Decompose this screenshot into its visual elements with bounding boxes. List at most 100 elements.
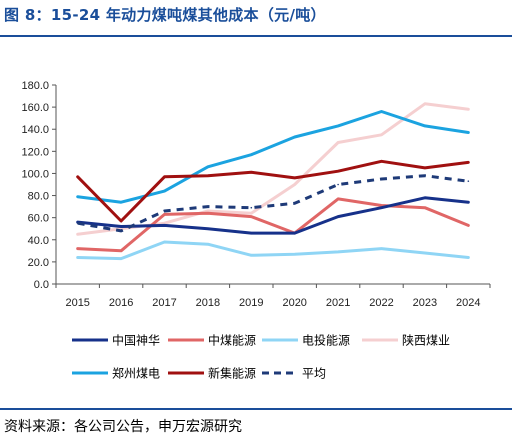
series-line-1	[76, 197, 470, 253]
data-point	[337, 170, 339, 173]
x-tick-label: 2021	[326, 297, 350, 309]
data-point	[76, 256, 79, 259]
data-point	[76, 175, 79, 178]
data-point	[76, 233, 79, 236]
data-point	[467, 180, 470, 182]
data-point	[293, 183, 296, 186]
data-point	[163, 241, 166, 243]
data-point	[337, 141, 339, 144]
data-point	[120, 250, 122, 252]
data-point	[250, 254, 253, 257]
x-tick-label: 2020	[282, 297, 306, 309]
data-point	[380, 178, 383, 180]
data-point	[250, 171, 253, 174]
data-point	[424, 206, 426, 209]
legend-label: 中煤能源	[208, 333, 256, 348]
data-point	[76, 247, 79, 250]
data-point	[120, 201, 122, 203]
data-point	[163, 210, 166, 212]
data-point	[163, 190, 166, 192]
data-point	[163, 175, 166, 178]
x-tick-label: 2016	[109, 297, 133, 309]
legend-label: 新集能源	[208, 366, 256, 381]
data-point	[337, 125, 339, 127]
y-tick-label: 120.0	[21, 146, 49, 158]
y-tick-label: 100.0	[21, 168, 49, 180]
y-tick-label: 80.0	[28, 191, 49, 203]
data-point	[120, 225, 122, 228]
line-chart: 0.0 20.0 40.0 60.0 80.0 100.0 120.0 140.0 160.0 1…	[21, 80, 491, 381]
data-point	[120, 257, 122, 260]
data-point	[467, 161, 470, 164]
data-point	[293, 202, 296, 205]
x-tick-label: 2024	[456, 297, 480, 309]
y-tick-label: 180.0	[21, 80, 49, 92]
x-tick-label: 2018	[196, 297, 220, 309]
data-point	[207, 210, 209, 212]
y-tick-label: 160.0	[21, 102, 49, 114]
data-point	[424, 167, 426, 169]
data-point	[76, 222, 79, 224]
data-point	[424, 174, 426, 177]
x-tick-label: 2017	[152, 297, 176, 309]
y-tick-label: 140.0	[21, 124, 49, 136]
legend-label: 陕西煤业	[402, 333, 450, 348]
data-point	[424, 125, 426, 127]
data-point	[380, 133, 383, 136]
data-point	[207, 174, 209, 177]
title-divider	[0, 35, 512, 37]
data-point	[467, 256, 470, 259]
legend-label: 郑州煤电	[112, 366, 160, 381]
data-point	[250, 212, 253, 215]
data-point	[424, 196, 426, 199]
y-tick-label: 0.0	[34, 279, 49, 291]
data-point	[163, 213, 166, 216]
data-point	[337, 215, 339, 218]
data-point	[250, 153, 253, 156]
data-point	[76, 195, 79, 198]
legend-label: 中国神华	[112, 333, 160, 348]
series-line-3	[76, 102, 470, 236]
figure-title: 图 8：15-24 年动力煤吨煤其他成本（元/吨）	[4, 6, 326, 24]
data-point	[337, 183, 339, 186]
data-point	[380, 247, 383, 250]
data-point	[163, 224, 166, 227]
series-line-6	[77, 174, 469, 233]
series-line-4	[76, 110, 470, 204]
data-point	[380, 110, 383, 113]
data-point	[380, 204, 383, 207]
series-line-0	[76, 196, 470, 235]
y-tick-label: 20.0	[28, 257, 49, 269]
data-point	[250, 215, 253, 218]
series-line-5	[76, 159, 470, 223]
data-point	[337, 198, 339, 200]
data-point	[250, 232, 253, 234]
legend-label: 平均	[302, 367, 326, 381]
data-point	[207, 166, 209, 168]
data-point	[120, 220, 122, 222]
data-point	[207, 205, 209, 208]
data-point	[293, 177, 296, 179]
data-point	[250, 206, 253, 209]
data-point	[467, 224, 470, 227]
data-point	[337, 251, 339, 253]
x-tick-label: 2023	[413, 297, 437, 309]
data-point	[424, 102, 426, 105]
source-divider	[0, 408, 512, 410]
y-tick-label: 60.0	[28, 213, 49, 225]
data-point	[207, 227, 209, 230]
data-point	[467, 108, 470, 111]
data-point	[120, 230, 122, 232]
source-note: 资料来源：各公司公告，申万宏源研究	[4, 419, 242, 435]
data-point	[380, 160, 383, 163]
data-point	[293, 232, 296, 234]
data-point	[424, 252, 426, 254]
legend-label: 电投能源	[302, 333, 350, 348]
series-line-2	[76, 240, 470, 261]
data-point	[293, 253, 296, 255]
data-point	[207, 212, 209, 215]
data-point	[380, 206, 383, 209]
data-point	[467, 201, 470, 203]
data-point	[207, 243, 209, 245]
x-tick-label: 2022	[369, 297, 393, 309]
